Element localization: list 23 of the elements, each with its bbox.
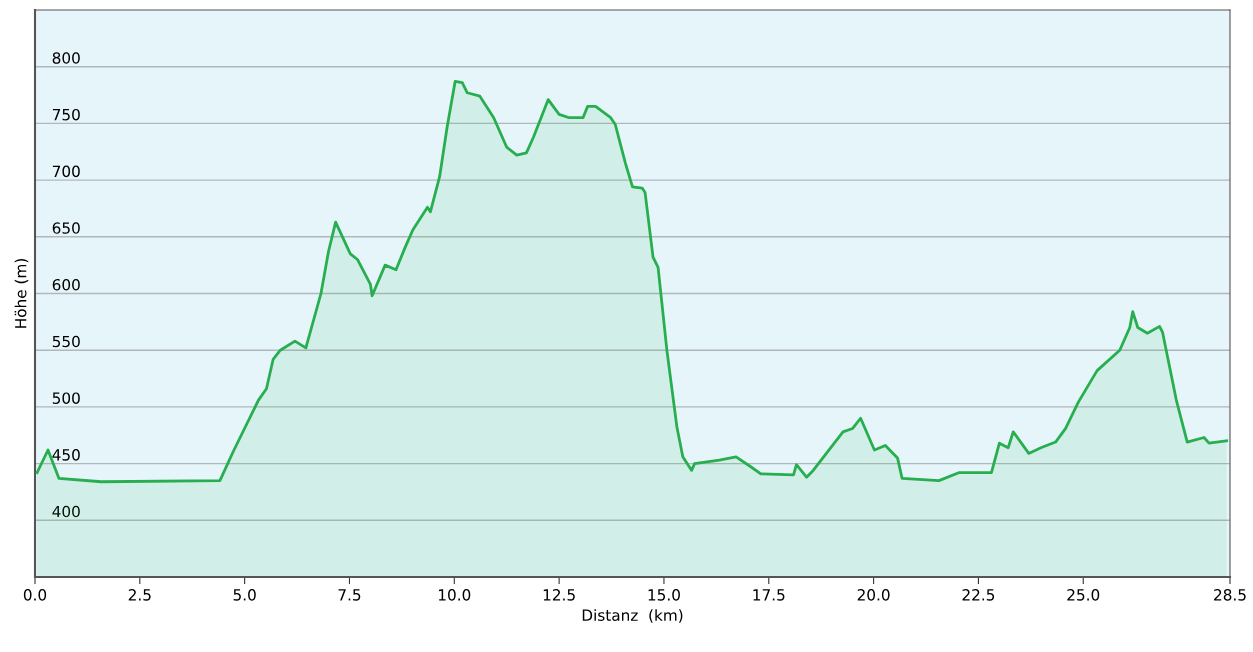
x-tick-label: 5.0 xyxy=(233,589,256,601)
y-tick-label: 500 xyxy=(52,392,80,404)
x-tick-label: 28.5 xyxy=(1214,589,1246,601)
y-tick-label: 700 xyxy=(52,165,80,178)
x-axis-title: Distanz (km) xyxy=(582,609,683,623)
x-tick-label: 2.5 xyxy=(128,589,151,601)
y-tick-label: 550 xyxy=(52,335,80,348)
x-tick-label: 15.0 xyxy=(648,589,680,601)
x-tick-label: 22.5 xyxy=(962,589,995,601)
y-tick-label: 750 xyxy=(52,108,80,121)
y-tick-label: 650 xyxy=(52,222,80,234)
x-tick-label: 0.0 xyxy=(23,589,47,601)
x-tick-label: 17.5 xyxy=(753,589,785,601)
x-tick-label: 20.0 xyxy=(857,589,890,601)
y-tick-label: 800 xyxy=(52,52,80,64)
x-tick-label: 12.5 xyxy=(543,589,575,601)
y-tick-label: 450 xyxy=(52,449,80,461)
y-axis-title: Höhe (m) xyxy=(14,259,29,328)
x-tick-label: 10.0 xyxy=(438,589,471,601)
y-tick-label: 600 xyxy=(52,278,80,291)
x-tick-label: 25.0 xyxy=(1067,589,1100,601)
x-tick-label: 7.5 xyxy=(338,589,361,601)
y-tick-label: 400 xyxy=(52,505,80,518)
